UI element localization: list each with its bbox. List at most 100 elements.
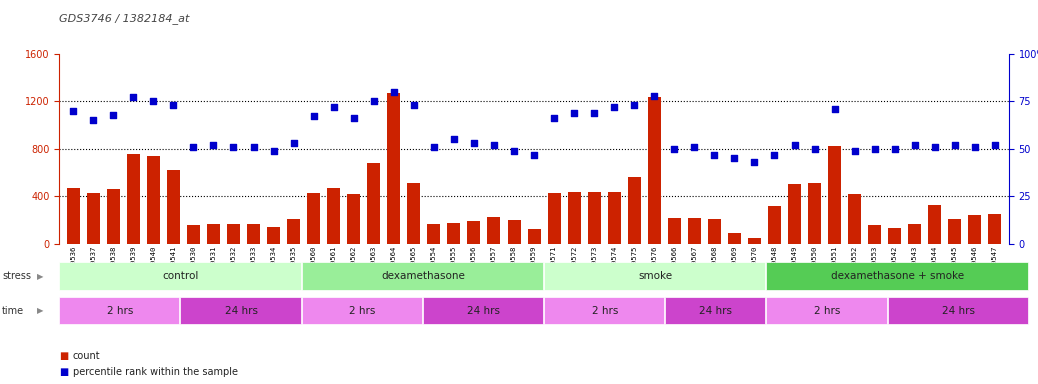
Point (947, 142, 963, 148)
Text: 24 hrs: 24 hrs (941, 306, 975, 316)
Bar (548, 193, 561, 244)
Point (867, 146, 883, 152)
Point (225, 144, 242, 150)
Bar (908, 224, 922, 244)
Bar (728, 233, 741, 244)
Bar (307, 193, 320, 244)
Bar (848, 194, 862, 244)
Point (626, 102, 643, 108)
Bar (828, 146, 841, 244)
Point (145, 98, 162, 104)
Point (746, 159, 763, 165)
Point (666, 146, 683, 152)
Point (766, 151, 783, 157)
Text: dexamethasone: dexamethasone (381, 271, 465, 281)
Point (165, 102, 182, 108)
Bar (87, 193, 100, 244)
Bar (347, 194, 360, 244)
Text: 2 hrs: 2 hrs (349, 306, 376, 316)
Point (706, 151, 722, 157)
Point (426, 144, 442, 150)
Point (445, 136, 462, 142)
Point (906, 142, 923, 148)
Bar (527, 229, 541, 244)
Bar (788, 184, 801, 244)
Bar (748, 238, 761, 244)
Bar (708, 220, 721, 244)
Bar (288, 219, 300, 244)
Bar (628, 177, 640, 244)
Text: control: control (162, 271, 198, 281)
Text: 2 hrs: 2 hrs (107, 306, 133, 316)
Point (346, 115, 362, 121)
Bar (988, 214, 1002, 244)
Bar (488, 217, 500, 244)
Bar (387, 93, 401, 244)
Bar (607, 192, 621, 244)
Point (486, 142, 502, 148)
Point (566, 109, 582, 116)
Bar (968, 215, 981, 244)
Bar (327, 188, 340, 244)
Bar (407, 183, 420, 244)
Point (686, 144, 703, 150)
Point (506, 147, 522, 154)
FancyBboxPatch shape (766, 262, 1029, 290)
Point (206, 142, 222, 148)
Point (185, 144, 201, 150)
Point (406, 102, 422, 108)
Text: 24 hrs: 24 hrs (224, 306, 257, 316)
Point (846, 147, 863, 154)
FancyBboxPatch shape (302, 297, 422, 324)
Text: ■: ■ (59, 367, 69, 377)
Bar (167, 170, 180, 244)
FancyBboxPatch shape (766, 297, 886, 324)
Point (245, 144, 262, 150)
Bar (66, 188, 80, 244)
Text: dexamethasone + smoke: dexamethasone + smoke (831, 271, 964, 281)
Point (365, 98, 382, 104)
FancyBboxPatch shape (544, 262, 765, 290)
Bar (146, 156, 160, 244)
FancyBboxPatch shape (59, 262, 301, 290)
Text: ■: ■ (59, 351, 69, 361)
Text: 24 hrs: 24 hrs (467, 306, 500, 316)
Point (85, 117, 102, 123)
Point (826, 106, 843, 112)
Point (325, 104, 342, 110)
Point (886, 146, 903, 152)
Point (546, 115, 563, 121)
Bar (588, 192, 601, 244)
FancyBboxPatch shape (665, 297, 765, 324)
Bar (508, 220, 520, 244)
Bar (447, 223, 461, 244)
Text: stress: stress (2, 271, 31, 281)
Text: 24 hrs: 24 hrs (700, 306, 733, 316)
Point (986, 142, 1003, 148)
Point (606, 104, 623, 110)
Point (65, 108, 82, 114)
FancyBboxPatch shape (59, 297, 180, 324)
Text: GDS3746 / 1382184_at: GDS3746 / 1382184_at (59, 13, 190, 24)
Bar (889, 228, 901, 244)
Point (105, 111, 121, 118)
Bar (267, 227, 280, 244)
FancyBboxPatch shape (544, 297, 664, 324)
Bar (367, 163, 380, 244)
Bar (868, 225, 881, 244)
Bar (568, 192, 580, 244)
Text: 2 hrs: 2 hrs (814, 306, 840, 316)
Point (646, 93, 662, 99)
Bar (808, 183, 821, 244)
Point (266, 147, 282, 154)
Text: percentile rank within the sample: percentile rank within the sample (73, 367, 238, 377)
Point (305, 113, 322, 119)
Text: smoke: smoke (638, 271, 673, 281)
Point (285, 140, 302, 146)
FancyBboxPatch shape (887, 297, 1029, 324)
FancyBboxPatch shape (181, 297, 301, 324)
Text: time: time (2, 306, 24, 316)
FancyBboxPatch shape (302, 262, 543, 290)
Bar (928, 205, 941, 244)
Bar (428, 224, 440, 244)
